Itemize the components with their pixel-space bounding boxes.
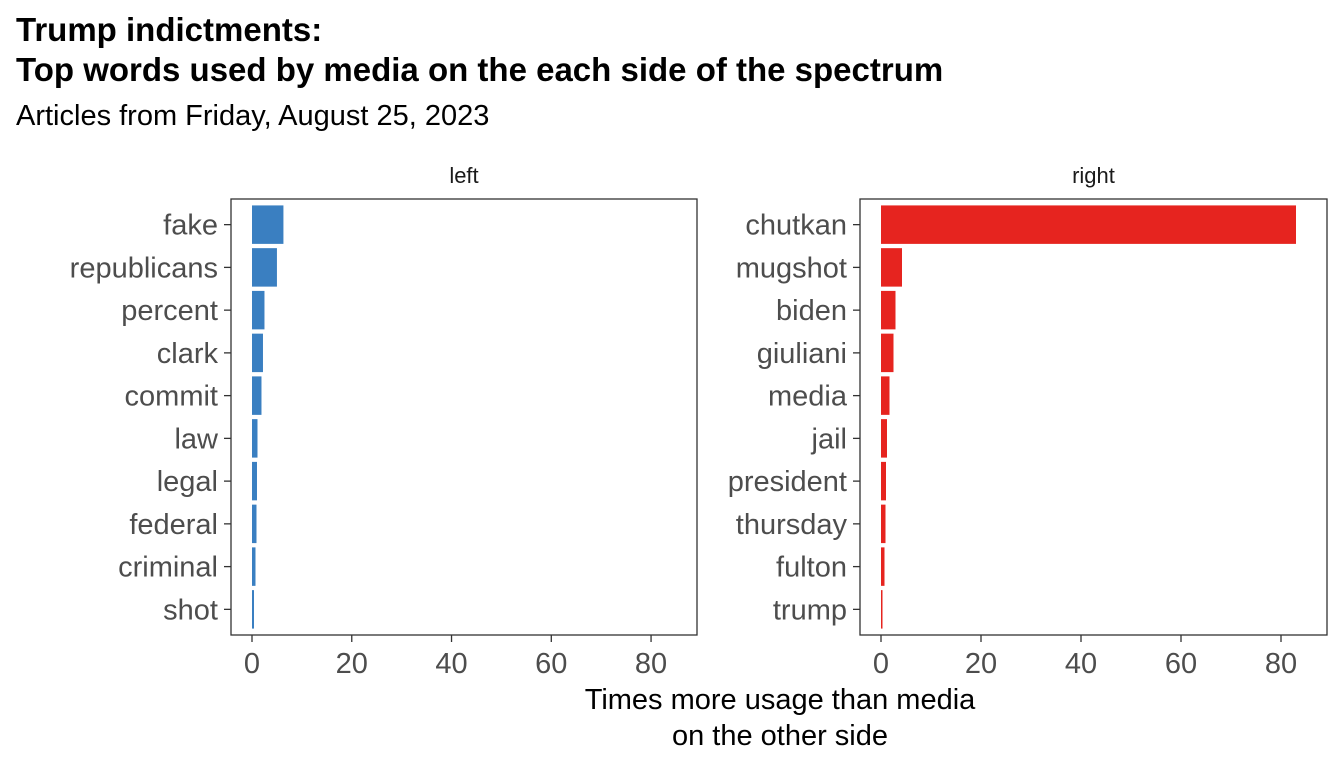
y-tick-label-left-legal: legal	[157, 466, 218, 498]
y-tick-label-left-criminal: criminal	[118, 552, 218, 584]
x-tick-label-left-0: 0	[244, 648, 260, 680]
bar-right-president	[881, 461, 886, 501]
bar-left-shot	[252, 590, 254, 629]
y-tick-label-left-law: law	[174, 423, 219, 455]
bar-left-criminal	[252, 547, 256, 586]
y-tick-label-right-president: president	[728, 466, 847, 498]
bar-right-thursday	[881, 504, 886, 544]
bar-left-percent	[252, 290, 265, 330]
facet-label-left: left	[449, 163, 478, 188]
bar-right-fulton	[881, 547, 885, 586]
bar-right-biden	[881, 290, 896, 330]
y-tick-label-left-republicans: republicans	[70, 252, 218, 284]
y-tick-label-left-commit: commit	[125, 381, 218, 413]
x-tick-label-left-80: 80	[635, 648, 667, 680]
bar-left-commit	[252, 376, 262, 415]
y-tick-label-right-thursday: thursday	[736, 509, 848, 541]
chart-subtitle: Articles from Friday, August 25, 2023	[16, 100, 490, 132]
x-tick-label-right-40: 40	[1065, 648, 1097, 680]
bar-right-giuliani	[881, 333, 894, 373]
panel-border-left	[230, 198, 698, 636]
bar-left-fake	[252, 205, 284, 244]
chart-title-line-2: Top words used by media on the each side…	[16, 51, 944, 88]
x-tick-label-left-60: 60	[535, 648, 567, 680]
chart-title-line-1: Trump indictments:	[16, 11, 323, 48]
y-tick-label-right-jail: jail	[811, 423, 847, 455]
y-tick-label-left-percent: percent	[121, 295, 218, 327]
y-tick-label-right-giuliani: giuliani	[757, 338, 847, 370]
x-tick-label-left-40: 40	[435, 648, 467, 680]
bar-right-media	[881, 376, 890, 415]
bar-left-law	[252, 419, 258, 458]
x-tick-label-right-60: 60	[1165, 648, 1197, 680]
bar-left-clark	[252, 333, 263, 373]
x-axis-title-line-1: Times more usage than media	[584, 684, 976, 716]
x-axis-title-line-2: on the other side	[671, 720, 889, 752]
bar-left-legal	[252, 461, 257, 501]
x-tick-label-right-80: 80	[1265, 648, 1297, 680]
y-tick-label-left-shot: shot	[163, 594, 218, 626]
y-tick-label-left-clark: clark	[157, 338, 219, 370]
x-tick-label-right-20: 20	[965, 648, 997, 680]
bar-left-republicans	[252, 248, 277, 287]
bar-right-mugshot	[881, 248, 902, 287]
y-tick-label-right-fulton: fulton	[776, 552, 847, 584]
y-tick-label-right-media: media	[768, 381, 848, 413]
y-tick-label-right-biden: biden	[776, 295, 847, 327]
y-tick-label-right-mugshot: mugshot	[736, 252, 847, 284]
bar-left-federal	[252, 504, 257, 544]
y-tick-label-left-fake: fake	[163, 210, 218, 242]
x-axis-title: Times more usage than media on the other…	[480, 682, 1080, 754]
x-tick-label-left-20: 20	[336, 648, 368, 680]
panel-border-right	[859, 198, 1328, 636]
y-tick-label-right-chutkan: chutkan	[745, 210, 847, 242]
y-tick-label-right-trump: trump	[773, 594, 847, 626]
bar-right-chutkan	[881, 205, 1296, 244]
facet-label-right: right	[1072, 163, 1115, 188]
bar-right-jail	[881, 419, 887, 458]
y-tick-label-left-federal: federal	[129, 509, 218, 541]
bar-right-trump	[881, 590, 883, 629]
x-tick-label-right-0: 0	[873, 648, 889, 680]
